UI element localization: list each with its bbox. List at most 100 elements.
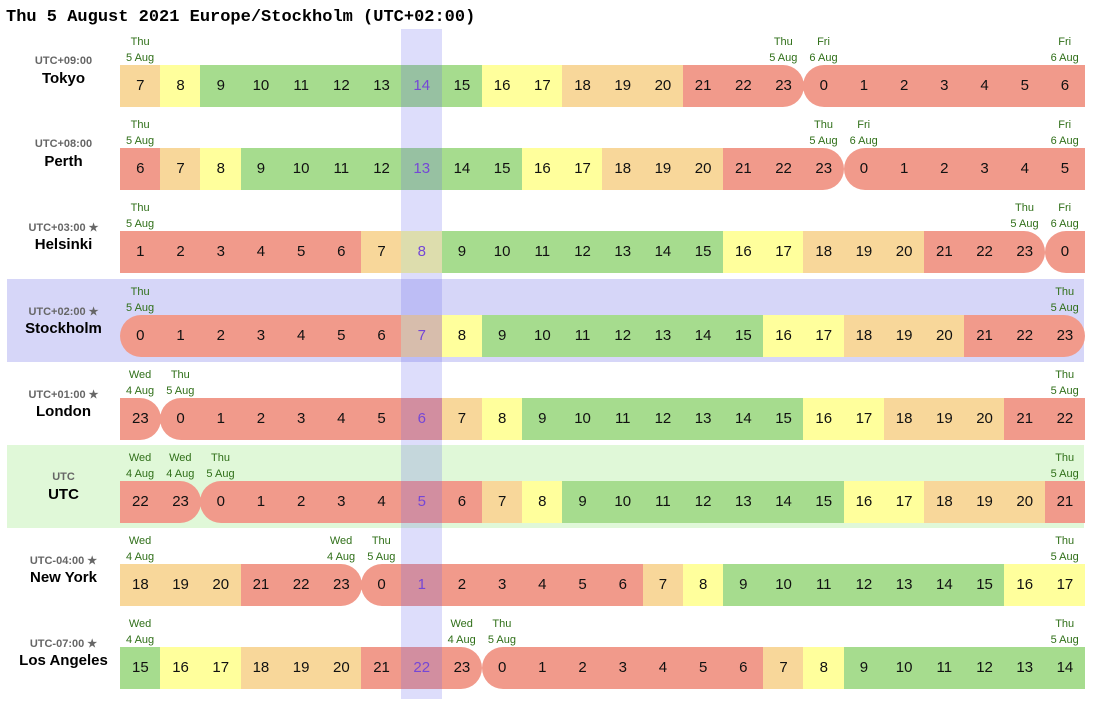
hour-cell[interactable]: 18 bbox=[562, 65, 603, 107]
hour-cell[interactable]: 6 bbox=[602, 564, 644, 607]
hour-cell[interactable]: 15 bbox=[481, 148, 523, 191]
hour-cell[interactable]: 20 bbox=[682, 148, 724, 191]
hour-cell[interactable]: 5 bbox=[401, 481, 443, 523]
hour-cell[interactable]: 15 bbox=[803, 481, 845, 523]
hour-cell[interactable]: 13 bbox=[723, 481, 764, 523]
hour-cell[interactable]: 8 bbox=[200, 148, 242, 191]
hour-cell[interactable]: 16 bbox=[803, 397, 845, 440]
hour-cell[interactable]: 18 bbox=[120, 564, 161, 607]
hour-cell[interactable]: 18 bbox=[924, 481, 965, 523]
hour-cell[interactable]: 19 bbox=[843, 231, 885, 274]
hour-cell[interactable]: 16 bbox=[1004, 564, 1046, 607]
hour-cell[interactable]: 23 bbox=[1004, 231, 1046, 274]
hour-cell[interactable]: 7 bbox=[481, 481, 523, 523]
hour-cell[interactable]: 4 bbox=[1004, 148, 1046, 191]
hour-cell[interactable]: 17 bbox=[843, 397, 885, 440]
hour-cell[interactable]: 13 bbox=[883, 564, 925, 607]
hour-cell[interactable]: 3 bbox=[481, 564, 523, 607]
hour-cell[interactable]: 11 bbox=[602, 397, 644, 440]
hour-cell[interactable]: 19 bbox=[883, 314, 925, 357]
hour-cell[interactable]: 5 bbox=[280, 231, 322, 274]
hour-cell[interactable]: 10 bbox=[481, 231, 523, 274]
hour-cell[interactable]: 14 bbox=[642, 231, 684, 274]
hour-cell[interactable]: 17 bbox=[763, 231, 804, 274]
hour-cell[interactable]: 8 bbox=[481, 397, 523, 440]
hour-cell[interactable]: 1 bbox=[200, 397, 242, 440]
hour-cell[interactable]: 13 bbox=[361, 65, 402, 107]
hour-cell[interactable]: 17 bbox=[522, 65, 563, 107]
hour-cell[interactable]: 1 bbox=[240, 481, 282, 523]
hour-cell[interactable]: 18 bbox=[843, 314, 885, 357]
hour-cell[interactable]: 13 bbox=[1004, 647, 1046, 690]
hour-cell[interactable]: 4 bbox=[321, 397, 362, 440]
hour-cell[interactable]: 20 bbox=[883, 231, 925, 274]
hour-cell[interactable]: 6 bbox=[321, 231, 362, 274]
hour-cell[interactable]: 4 bbox=[964, 65, 1005, 107]
hour-cell[interactable]: 9 bbox=[441, 231, 483, 274]
hour-cell[interactable]: 19 bbox=[964, 481, 1005, 523]
hour-cell[interactable]: 7 bbox=[361, 231, 402, 274]
hour-cell[interactable]: 10 bbox=[602, 481, 644, 523]
hour-cell[interactable]: 21 bbox=[723, 148, 764, 191]
hour-cell[interactable]: 12 bbox=[843, 564, 885, 607]
hour-cell[interactable]: 23 bbox=[321, 564, 362, 607]
hour-cell[interactable]: 5 bbox=[562, 564, 603, 607]
hour-cell[interactable]: 11 bbox=[924, 647, 965, 690]
hour-cell[interactable]: 2 bbox=[280, 481, 322, 523]
hour-cell[interactable]: 4 bbox=[280, 314, 322, 357]
hour-cell[interactable]: 20 bbox=[321, 647, 362, 690]
hour-cell[interactable]: 23 bbox=[120, 397, 161, 440]
hour-cell[interactable]: 2 bbox=[240, 397, 282, 440]
hour-cell[interactable]: 22 bbox=[763, 148, 804, 191]
hour-cell[interactable]: 2 bbox=[924, 148, 965, 191]
hour-cell[interactable]: 17 bbox=[200, 647, 242, 690]
hour-cell[interactable]: 10 bbox=[883, 647, 925, 690]
hour-cell[interactable]: 5 bbox=[682, 647, 724, 690]
hour-cell[interactable]: 21 bbox=[964, 314, 1005, 357]
hour-cell[interactable]: 2 bbox=[883, 65, 925, 107]
hour-cell[interactable]: 9 bbox=[200, 65, 242, 107]
hour-cell[interactable]: 22 bbox=[1044, 397, 1086, 440]
hour-cell[interactable]: 4 bbox=[361, 481, 402, 523]
hour-cell[interactable]: 14 bbox=[924, 564, 965, 607]
hour-cell[interactable]: 9 bbox=[562, 481, 603, 523]
hour-cell[interactable]: 17 bbox=[1044, 564, 1086, 607]
hour-cell[interactable]: 4 bbox=[522, 564, 563, 607]
hour-cell[interactable]: 12 bbox=[562, 231, 603, 274]
hour-cell[interactable]: 16 bbox=[723, 231, 764, 274]
hour-cell[interactable]: 4 bbox=[642, 647, 684, 690]
hour-cell[interactable]: 12 bbox=[642, 397, 684, 440]
hour-cell[interactable]: 0 bbox=[160, 397, 201, 440]
hour-cell[interactable]: 14 bbox=[441, 148, 483, 191]
hour-cell[interactable]: 15 bbox=[723, 314, 764, 357]
hour-cell[interactable]: 21 bbox=[682, 65, 724, 107]
hour-cell[interactable]: 19 bbox=[602, 65, 644, 107]
hour-cell[interactable]: 1 bbox=[522, 647, 563, 690]
hour-cell[interactable]: 19 bbox=[924, 397, 965, 440]
hour-cell[interactable]: 13 bbox=[682, 397, 724, 440]
hour-cell[interactable]: 23 bbox=[441, 647, 483, 690]
hour-cell[interactable]: 20 bbox=[924, 314, 965, 357]
hour-cell[interactable]: 19 bbox=[280, 647, 322, 690]
hour-cell[interactable]: 18 bbox=[883, 397, 925, 440]
hour-cell[interactable]: 16 bbox=[481, 65, 523, 107]
hour-cell[interactable]: 14 bbox=[401, 65, 443, 107]
hour-cell[interactable]: 3 bbox=[924, 65, 965, 107]
hour-cell[interactable]: 10 bbox=[562, 397, 603, 440]
hour-cell[interactable]: 16 bbox=[843, 481, 885, 523]
hour-cell[interactable]: 17 bbox=[883, 481, 925, 523]
hour-cell[interactable]: 15 bbox=[964, 564, 1005, 607]
hour-cell[interactable]: 18 bbox=[803, 231, 845, 274]
hour-cell[interactable]: 13 bbox=[602, 231, 644, 274]
hour-cell[interactable]: 3 bbox=[200, 231, 242, 274]
hour-cell[interactable]: 22 bbox=[280, 564, 322, 607]
hour-cell[interactable]: 6 bbox=[441, 481, 483, 523]
hour-cell[interactable]: 0 bbox=[361, 564, 402, 607]
hour-cell[interactable]: 11 bbox=[522, 231, 563, 274]
hour-cell[interactable]: 21 bbox=[924, 231, 965, 274]
hour-cell[interactable]: 0 bbox=[120, 314, 161, 357]
hour-cell[interactable]: 20 bbox=[1004, 481, 1046, 523]
hour-cell[interactable]: 22 bbox=[723, 65, 764, 107]
hour-cell[interactable]: 23 bbox=[803, 148, 845, 191]
hour-cell[interactable]: 7 bbox=[763, 647, 804, 690]
